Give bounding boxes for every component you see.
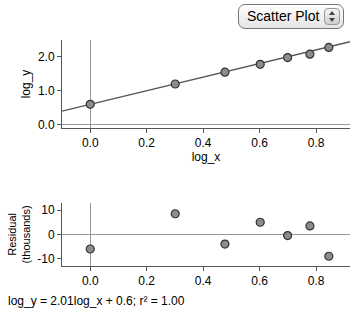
svg-text:log_y: log_y — [19, 70, 33, 99]
svg-text:0.4: 0.4 — [195, 136, 212, 150]
svg-text:Residual(thousands): Residual(thousands) — [6, 205, 32, 263]
svg-text:1.0: 1.0 — [38, 84, 55, 98]
svg-text:log_x: log_x — [192, 150, 221, 164]
svg-text:2.0: 2.0 — [38, 50, 55, 64]
svg-text:0.8: 0.8 — [308, 274, 325, 288]
svg-text:-10: -10 — [37, 252, 55, 266]
svg-text:0.0: 0.0 — [38, 118, 55, 132]
svg-text:10: 10 — [41, 203, 55, 217]
svg-text:0.8: 0.8 — [308, 136, 325, 150]
svg-text:0.4: 0.4 — [195, 274, 212, 288]
html-text:log_y = 2.01log_x + 0.6; r² =: log_y = 2.01log_x + 0.6; r² = 1.00 — [8, 294, 185, 308]
svg-text:0.6: 0.6 — [251, 136, 268, 150]
svg-text:0.6: 0.6 — [251, 274, 268, 288]
html-text:Scatter Plot: Scatter Plot — [247, 8, 320, 24]
svg-text:0.0: 0.0 — [82, 136, 99, 150]
svg-text:0.0: 0.0 — [82, 274, 99, 288]
svg-text:0: 0 — [48, 228, 55, 242]
svg-text:0.2: 0.2 — [138, 136, 155, 150]
svg-text:0.2: 0.2 — [138, 274, 155, 288]
